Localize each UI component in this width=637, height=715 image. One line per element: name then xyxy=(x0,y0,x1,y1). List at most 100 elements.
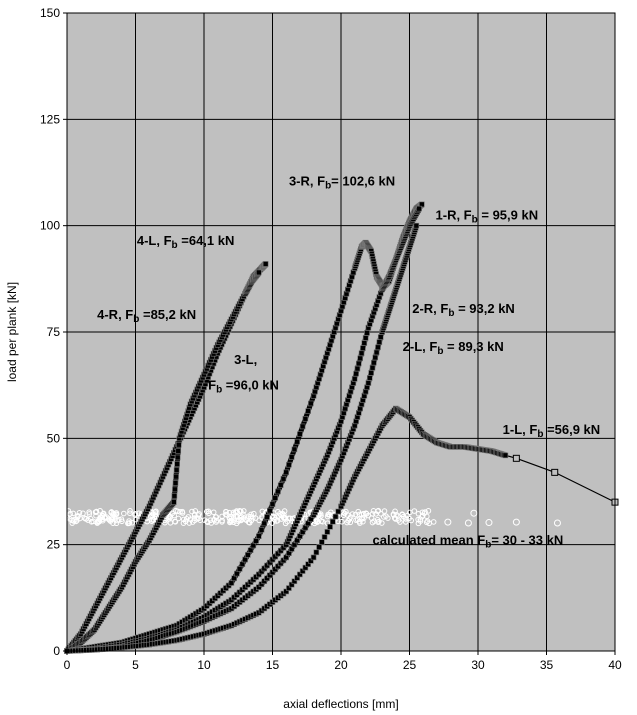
mean-band-point xyxy=(277,511,283,517)
mean-band-point xyxy=(352,511,359,518)
mean-band-point xyxy=(88,519,95,525)
series-point xyxy=(310,554,317,561)
mean-band-point xyxy=(76,509,83,516)
mean-band-point xyxy=(278,512,285,519)
series-point xyxy=(299,423,306,430)
mean-band-point xyxy=(360,518,366,525)
x-tick-label: 0 xyxy=(64,658,71,672)
mean-band-point xyxy=(328,509,334,516)
series-point xyxy=(262,261,269,267)
mean-band-point xyxy=(278,516,285,522)
series-point xyxy=(371,359,377,366)
series-point xyxy=(266,507,273,514)
y-tick-label: 75 xyxy=(47,325,61,339)
mean-band-point xyxy=(347,514,354,520)
grid xyxy=(67,13,615,651)
series-point xyxy=(280,475,287,482)
annotation-label: 1-R, Fb = 95,9 kN xyxy=(436,207,539,225)
series-point xyxy=(171,499,177,505)
annotation-label: 4-L, Fb =64,1 kN xyxy=(137,233,235,251)
mean-band-point xyxy=(406,515,412,522)
mean-band-point xyxy=(175,515,182,522)
series-point xyxy=(305,408,311,414)
mean-band-point xyxy=(247,513,254,520)
series-point xyxy=(332,513,339,520)
annotation-label: 4-R, Fb =85,2 kN xyxy=(97,307,196,325)
series-point xyxy=(174,454,181,461)
mean-band-point xyxy=(273,518,280,524)
series-point xyxy=(275,488,281,495)
mean-band-point xyxy=(379,520,385,526)
mean-band-point xyxy=(311,520,318,527)
mean-band-point xyxy=(108,509,114,516)
mean-band-point xyxy=(368,515,375,521)
mean-band-point xyxy=(69,520,76,526)
series-point xyxy=(416,205,422,212)
mean-band-point xyxy=(285,515,292,522)
mean-band-point xyxy=(390,512,397,518)
mean-band-point xyxy=(110,520,116,527)
mean-band-point xyxy=(381,514,387,520)
mean-band-point xyxy=(252,515,259,521)
series-point xyxy=(264,514,270,520)
mean-band-point xyxy=(222,511,229,518)
mean-band-point xyxy=(357,520,363,526)
mean-band-point xyxy=(343,508,349,515)
series-point xyxy=(173,467,180,474)
series-point xyxy=(272,495,279,501)
series-point xyxy=(302,415,309,422)
series-point xyxy=(360,345,366,351)
series-point xyxy=(308,400,314,407)
mean-band-point xyxy=(464,519,472,527)
series-point xyxy=(234,570,240,577)
y-tick-label: 0 xyxy=(53,644,60,658)
mean-band-point xyxy=(425,508,432,514)
series-point xyxy=(362,335,369,341)
mean-band-point xyxy=(397,519,403,525)
mean-band-point xyxy=(171,512,177,519)
mean-band-point xyxy=(213,517,220,524)
mean-band-point xyxy=(73,517,80,524)
series-point xyxy=(175,448,182,454)
y-tick-label: 125 xyxy=(40,112,60,126)
mean-band-point xyxy=(403,516,409,522)
y-tick-label: 25 xyxy=(47,538,61,552)
mean-band-point xyxy=(415,520,422,527)
mean-band-point xyxy=(314,519,321,525)
series-point xyxy=(372,354,379,361)
y-tick-label: 100 xyxy=(40,219,60,233)
series-point xyxy=(375,344,381,351)
mean-band-point xyxy=(339,518,345,525)
mean-band-point xyxy=(259,508,266,515)
mean-band-point xyxy=(422,509,428,515)
series-point xyxy=(228,580,235,586)
mean-band-point xyxy=(512,518,520,526)
mean-band-point xyxy=(211,517,218,523)
mean-band-point xyxy=(67,510,73,517)
series-point xyxy=(357,355,363,362)
mean-band-point xyxy=(201,517,208,523)
mean-band-point xyxy=(444,518,452,526)
x-tick-label: 5 xyxy=(132,658,139,672)
series-point xyxy=(376,339,383,346)
mean-band-point xyxy=(240,511,246,517)
x-tick-label: 25 xyxy=(403,658,417,672)
mean-band-point xyxy=(65,508,72,514)
series-point xyxy=(255,269,262,276)
series-point xyxy=(250,542,257,549)
mean-band-point xyxy=(374,516,381,523)
series-point xyxy=(358,350,365,357)
series-point xyxy=(329,518,336,525)
series-point xyxy=(247,547,254,553)
annotation-label: 3-L, xyxy=(234,352,257,367)
series-point xyxy=(319,539,325,545)
series-point xyxy=(286,461,292,468)
mean-band-point xyxy=(152,511,159,517)
mean-band-point xyxy=(399,511,406,517)
series-point xyxy=(351,375,358,382)
mean-band-point xyxy=(234,509,241,516)
series-point xyxy=(366,375,373,381)
y-tick-label: 50 xyxy=(47,431,61,445)
x-tick-label: 30 xyxy=(471,658,485,672)
series-point xyxy=(335,508,342,515)
